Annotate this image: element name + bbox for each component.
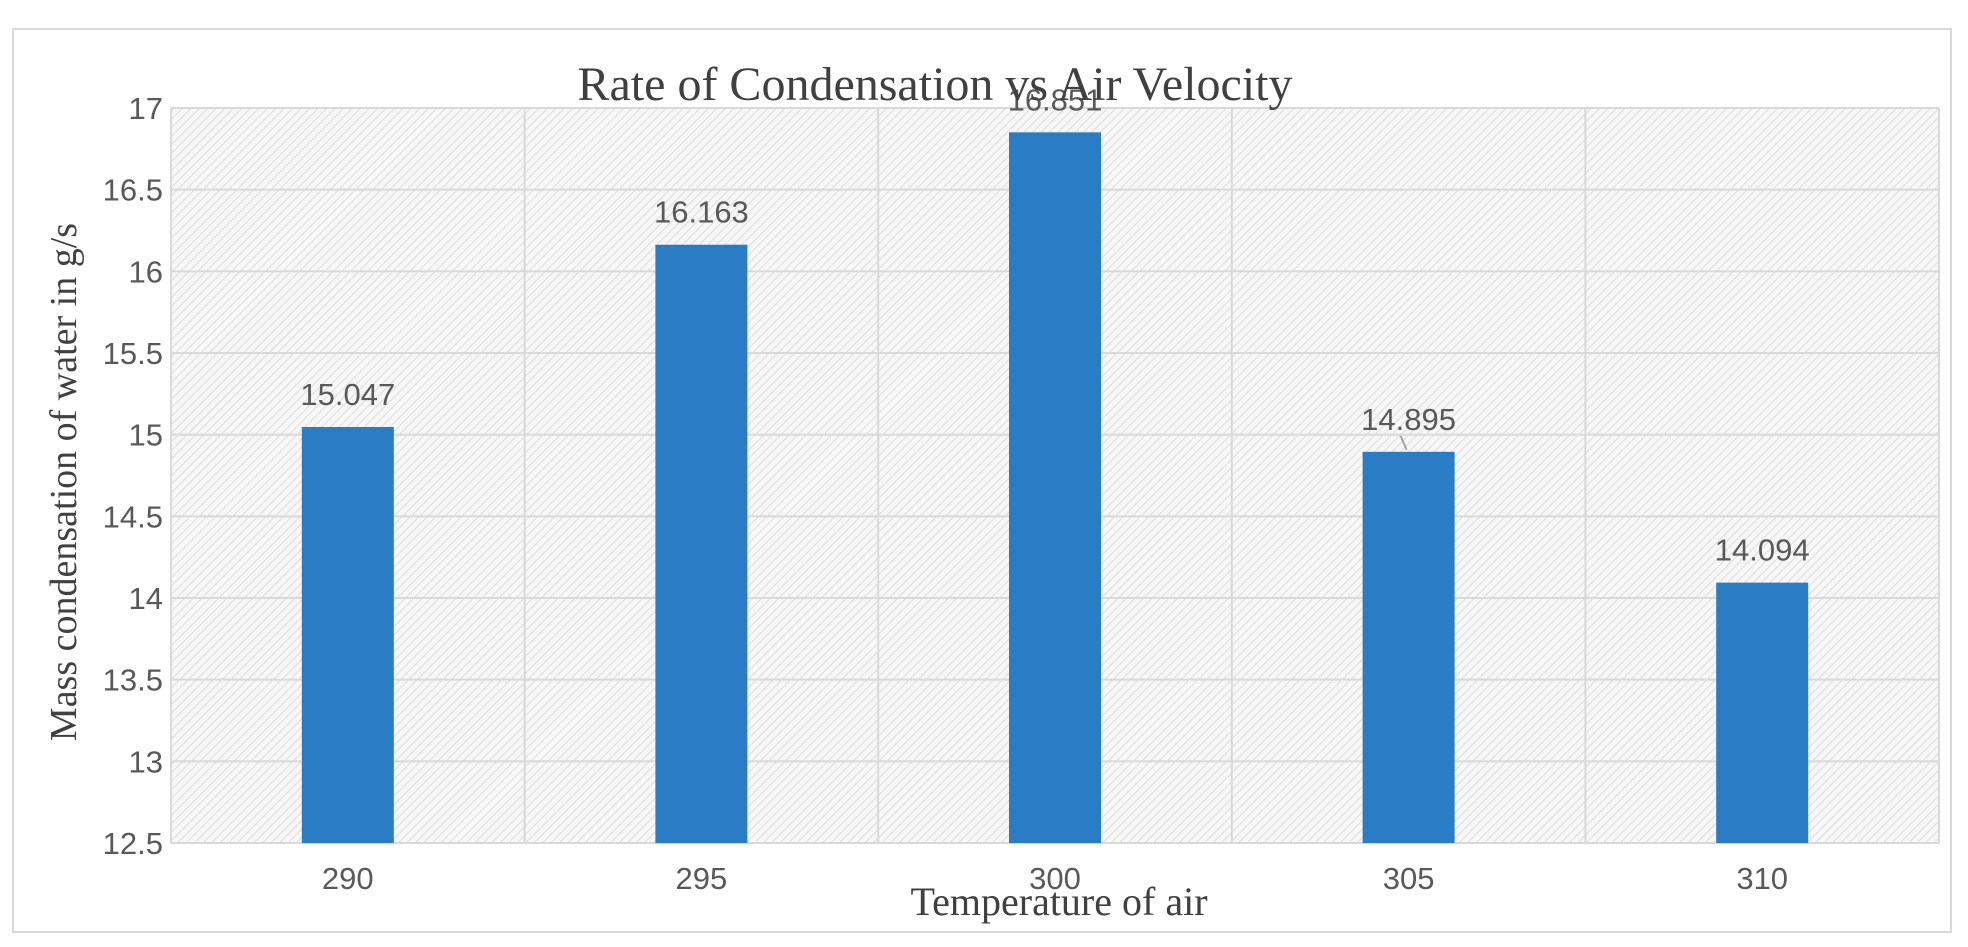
y-tick-label: 12.5 [103, 826, 163, 861]
y-tick-label: 17 [129, 91, 163, 126]
x-tick-label-310: 310 [1736, 861, 1788, 896]
data-label-300: 16.851 [1008, 82, 1103, 117]
x-tick-labels: 290 295 300 305 310 [322, 861, 1788, 896]
y-tick-label: 13 [129, 744, 163, 779]
x-axis-label: Temperature of air [910, 879, 1207, 924]
y-tick-label: 15 [129, 418, 163, 453]
x-tick-label-290: 290 [322, 861, 374, 896]
y-tick-label: 14 [129, 581, 163, 616]
y-tick-label: 16.5 [103, 173, 163, 208]
y-tick-labels: 12.5 13 13.5 14 14.5 15 15.5 16 16.5 17 [103, 91, 163, 861]
bar-chart: 15.047 16.163 16.851 14.895 14.094 12.5 13 13.… [43, 58, 1940, 924]
bar-290 [301, 426, 394, 843]
bar-300 [1009, 132, 1101, 843]
bar-295 [655, 244, 748, 843]
x-tick-label-305: 305 [1383, 861, 1435, 896]
x-tick-label-300: 300 [1029, 861, 1081, 896]
data-label-305: 14.895 [1361, 402, 1456, 437]
y-tick-label: 15.5 [103, 336, 163, 371]
y-tick-label: 16 [129, 254, 163, 289]
y-tick-label: 14.5 [103, 499, 163, 534]
chart-title: Rate of Condensation vs Air Velocity [577, 58, 1292, 111]
data-labels: 15.047 16.163 16.851 14.895 14.094 [300, 82, 1809, 567]
data-label-leader [1399, 435, 1408, 451]
data-label-290: 15.047 [300, 377, 395, 412]
bars [301, 132, 1809, 843]
x-tick-label-295: 295 [676, 861, 728, 896]
bar-310 [1716, 582, 1809, 843]
y-tick-label: 13.5 [103, 663, 163, 698]
bar-305 [1362, 451, 1455, 843]
data-label-310: 14.094 [1715, 533, 1810, 568]
y-axis-label: Mass condensation of water in g/s [43, 223, 85, 741]
chart-frame: 15.047 16.163 16.851 14.895 14.094 12.5 13 13.… [12, 28, 1952, 933]
data-label-295: 16.163 [654, 195, 749, 230]
